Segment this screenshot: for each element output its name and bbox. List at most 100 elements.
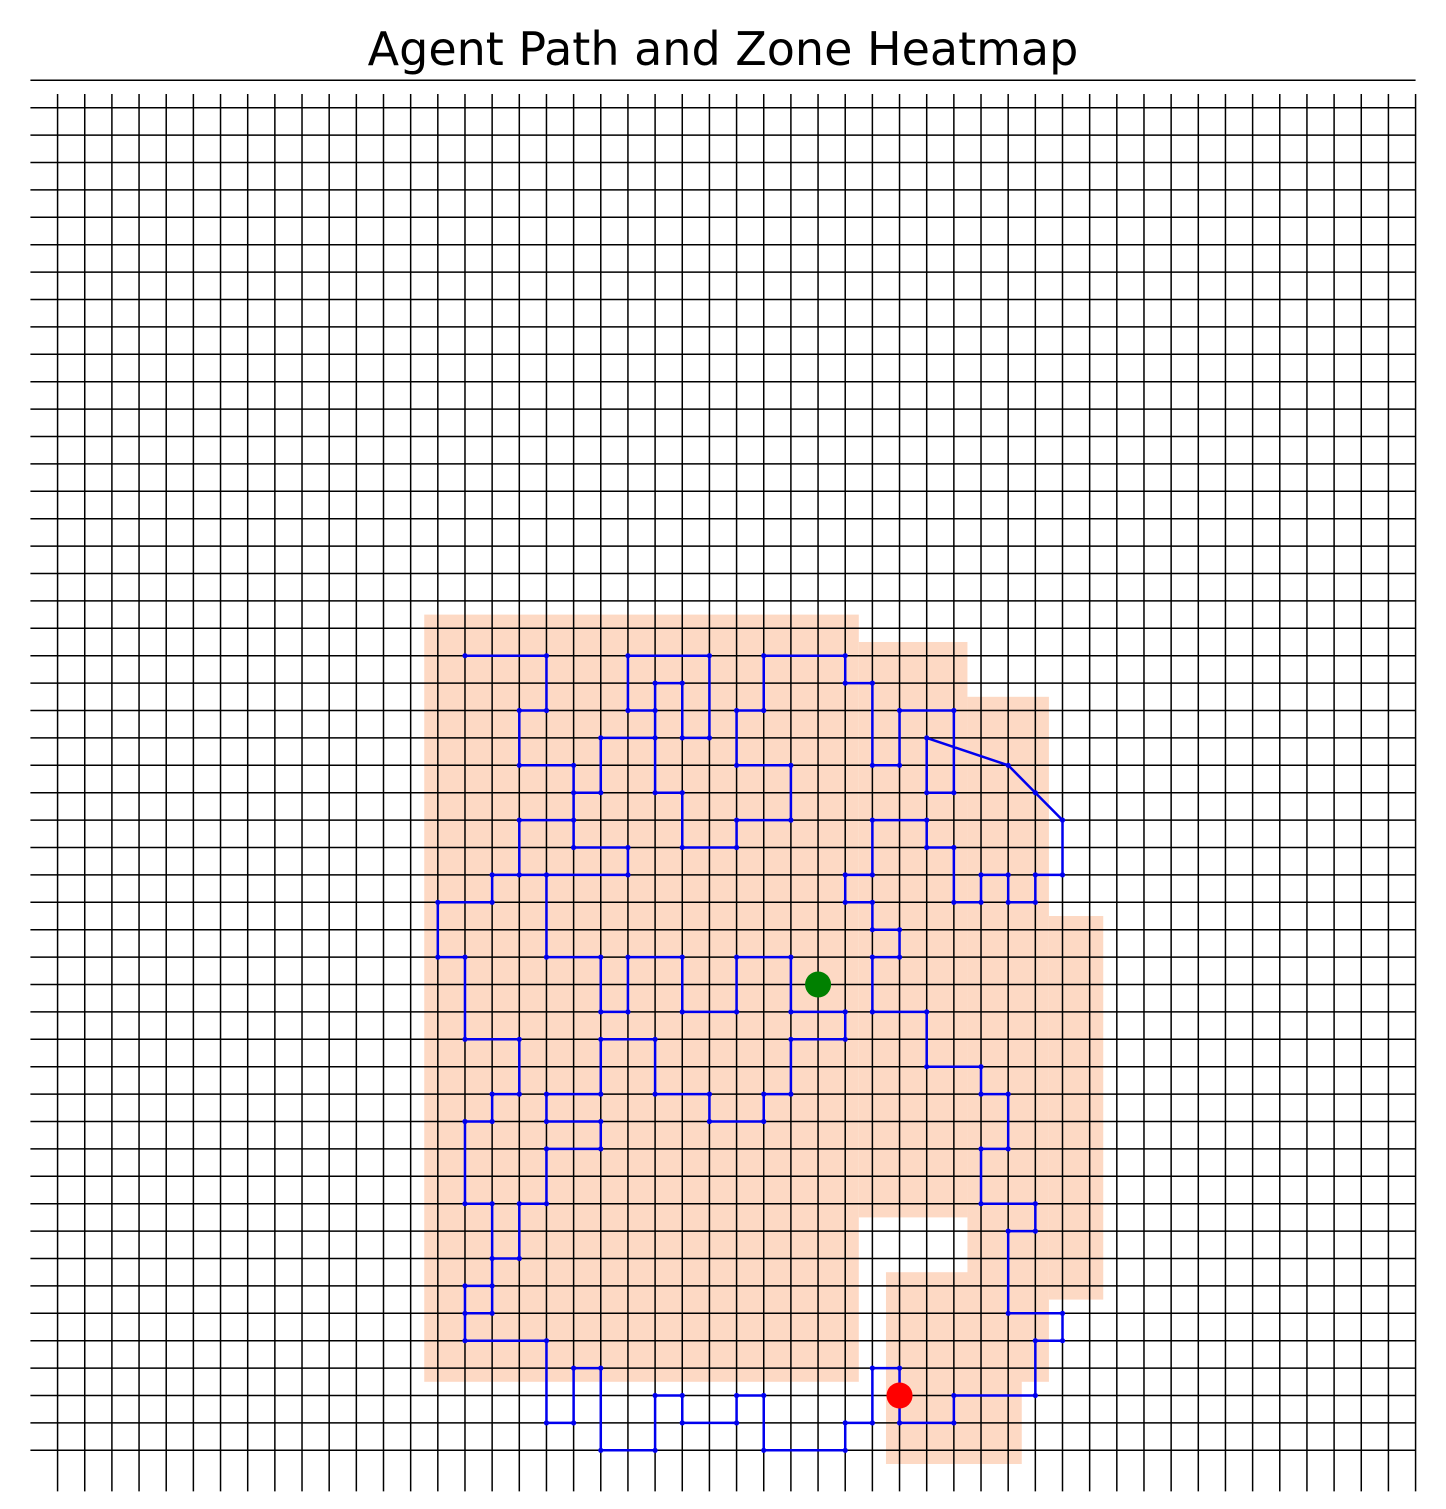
agent-path-point [598, 1009, 604, 1015]
agent-path-point [842, 872, 848, 878]
start-marker [805, 971, 832, 998]
agent-path-point [598, 735, 604, 741]
agent-path-point [869, 762, 875, 768]
agent-path-point [652, 735, 658, 741]
agent-path-point [462, 653, 468, 659]
agent-path-point [571, 790, 577, 796]
agent-path-point [652, 707, 658, 714]
agent-path-point [869, 927, 875, 933]
agent-path-point [543, 653, 550, 659]
agent-path-point [788, 762, 794, 768]
agent-path-point [598, 954, 604, 960]
agent-path-point [489, 1255, 495, 1262]
agent-path-point [625, 1009, 631, 1015]
agent-path-point [625, 844, 631, 851]
agent-path-point [706, 735, 713, 741]
agent-path-point [543, 1118, 550, 1125]
agent-path-point [842, 653, 848, 659]
agent-path-point [761, 1447, 767, 1453]
agent-path-point [978, 899, 984, 905]
agent-path-point [842, 680, 848, 686]
agent-path-point [679, 1392, 685, 1399]
agent-path-point [788, 817, 794, 823]
agent-path-point [625, 872, 631, 878]
agent-path-point [978, 1201, 984, 1207]
agent-path-point [842, 1447, 848, 1453]
agent-path-point [951, 707, 957, 714]
agent-path-point [788, 1091, 794, 1097]
agent-path-point [733, 707, 740, 714]
agent-path-point [706, 1091, 713, 1097]
agent-path-point [462, 1338, 468, 1344]
agent-path-point [1005, 872, 1011, 878]
agent-path-point [679, 790, 685, 796]
agent-path-point [924, 817, 930, 823]
agent-path-point [543, 1201, 550, 1207]
agent-path-point [869, 954, 875, 960]
marker-layer [805, 971, 913, 1409]
agent-path-point [543, 954, 550, 960]
agent-path-point [571, 817, 577, 823]
agent-path-point [679, 680, 685, 686]
agent-path-point [869, 817, 875, 823]
agent-path-point [516, 1091, 522, 1097]
agent-path-point [489, 1118, 495, 1125]
agent-path-point [489, 872, 495, 878]
agent-path-point [842, 1036, 848, 1042]
agent-path-point [571, 1365, 577, 1371]
agent-path-point [679, 1009, 685, 1015]
agent-path-point [733, 817, 740, 823]
agent-path-point [896, 1420, 903, 1426]
agent-path-point [516, 762, 522, 768]
agent-path-point [978, 1091, 984, 1097]
agent-path-point [489, 1283, 495, 1289]
agent-path-point [788, 1036, 794, 1042]
agent-path-point [733, 762, 740, 768]
agent-path-point [842, 1420, 848, 1426]
agent-path-point [462, 1283, 468, 1289]
agent-path-point [1059, 1338, 1066, 1344]
zone-cell-block [424, 614, 859, 1382]
agent-path-point [733, 844, 740, 851]
agent-path-point [625, 653, 631, 659]
agent-path-point [733, 1392, 740, 1399]
agent-path-point [598, 1118, 604, 1125]
agent-path-point [978, 1146, 984, 1152]
agent-path-point [462, 1201, 468, 1207]
agent-path-point [924, 1009, 930, 1015]
agent-path-point [435, 899, 441, 905]
agent-path-point [924, 790, 930, 796]
agent-path-point [1059, 1310, 1066, 1316]
agent-path-point [842, 1009, 848, 1015]
agent-path-point [598, 1447, 604, 1453]
agent-path-point [543, 872, 550, 878]
agent-path-point [1005, 1091, 1011, 1097]
agent-path-point [679, 1420, 685, 1426]
agent-path-point [652, 1392, 658, 1399]
agent-path-point [951, 1420, 957, 1426]
chart-title: Agent Path and Zone Heatmap [367, 22, 1079, 76]
agent-path-point [733, 954, 740, 960]
agent-path-point [1005, 1228, 1011, 1234]
agent-path-point [598, 1365, 604, 1371]
agent-path-point [896, 927, 903, 933]
agent-path-point [924, 735, 930, 741]
agent-path-point [1032, 1338, 1038, 1344]
agent-path-point [625, 707, 631, 714]
agent-path-point [1032, 1201, 1038, 1207]
agent-path-point [1005, 1310, 1011, 1316]
agent-path-point [652, 1091, 658, 1097]
agent-path-point [543, 707, 550, 714]
grid-layer [30, 79, 1417, 1492]
agent-path-point [733, 1420, 740, 1426]
agent-path-point [1005, 899, 1011, 905]
agent-path-point [516, 817, 522, 823]
agent-path-point [761, 1392, 767, 1399]
agent-path-point [761, 1091, 767, 1097]
agent-path-point [869, 1009, 875, 1015]
agent-path-point [842, 899, 848, 905]
agent-path-point [598, 790, 604, 796]
agent-path-point [869, 872, 875, 878]
agent-path-point [1032, 790, 1038, 796]
agent-path-point [652, 790, 658, 796]
